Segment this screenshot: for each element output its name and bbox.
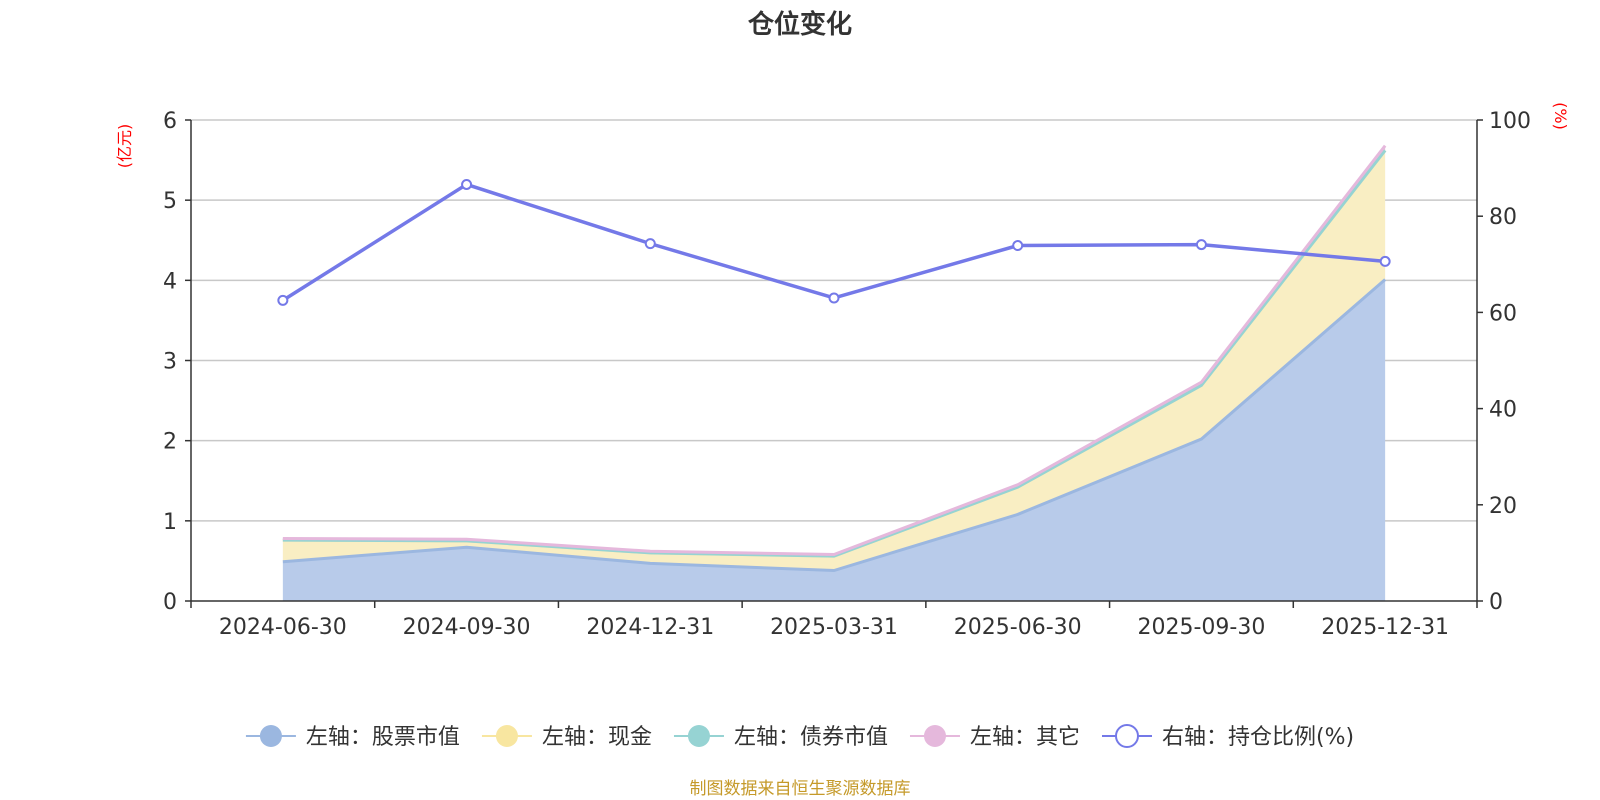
legend-marker bbox=[259, 725, 282, 747]
left-axis-tick-label: 0 bbox=[163, 590, 177, 615]
legend-item[interactable]: 左轴：其它 bbox=[909, 725, 1080, 750]
legend-marker bbox=[923, 725, 946, 747]
chart-title: 仓位变化 bbox=[747, 9, 852, 40]
right-axis-tick-label: 80 bbox=[1489, 205, 1517, 230]
x-axis-tick-label: 2025-12-31 bbox=[1321, 615, 1449, 640]
legend-marker bbox=[495, 725, 518, 747]
left-axis-unit: (亿元) bbox=[115, 124, 134, 169]
left-axis-tick-label: 6 bbox=[163, 109, 177, 134]
x-axis-tick-label: 2025-03-31 bbox=[770, 615, 898, 640]
line-series bbox=[277, 178, 1391, 306]
source-note: 制图数据来自恒生聚源数据库 bbox=[690, 779, 911, 799]
legend-item[interactable]: 左轴：股票市值 bbox=[245, 725, 460, 750]
x-axis-tick-label: 2024-09-30 bbox=[403, 615, 531, 640]
left-axis-tick-label: 3 bbox=[163, 350, 177, 375]
legend-label: 左轴：债券市值 bbox=[734, 725, 888, 750]
area-series-line-3 bbox=[282, 144, 1387, 557]
left-axis-tick-label: 1 bbox=[163, 510, 177, 535]
area-series-line-0 bbox=[282, 278, 1387, 573]
legend-label: 左轴：现金 bbox=[542, 725, 652, 750]
legend-marker bbox=[687, 725, 710, 747]
right-axis-tick-label: 0 bbox=[1489, 590, 1503, 615]
x-axis-tick-label: 2025-09-30 bbox=[1137, 615, 1265, 640]
ratio-point bbox=[644, 238, 656, 250]
series-areas bbox=[282, 144, 1387, 601]
left-axis-tick-label: 2 bbox=[163, 430, 177, 455]
x-axis-tick-label: 2025-06-30 bbox=[954, 615, 1082, 640]
legend-marker bbox=[1114, 724, 1139, 748]
x-axis-tick-label: 2024-06-30 bbox=[219, 615, 347, 640]
ratio-point bbox=[277, 294, 289, 306]
right-axis-tick-label: 60 bbox=[1489, 301, 1517, 326]
right-axis-tick-label: 100 bbox=[1489, 109, 1531, 134]
right-axis-tick-label: 20 bbox=[1489, 494, 1517, 519]
ratio-point bbox=[828, 292, 840, 304]
legend[interactable]: 左轴：股票市值 左轴：现金 左轴：债券市值 左轴：其它 右轴：持仓比例(%) bbox=[245, 724, 1354, 750]
legend-item[interactable]: 左轴：债券市值 bbox=[673, 725, 888, 750]
legend-label: 左轴：其它 bbox=[970, 725, 1080, 750]
ratio-point bbox=[461, 178, 473, 190]
ratio-line bbox=[281, 182, 1386, 302]
area-series-line-2 bbox=[282, 149, 1387, 558]
area-series-1 bbox=[282, 150, 1386, 571]
legend-label: 左轴：股票市值 bbox=[306, 725, 460, 750]
right-axis-unit: (%) bbox=[1551, 102, 1570, 130]
ratio-point bbox=[1012, 240, 1024, 252]
legend-item[interactable]: 左轴：现金 bbox=[481, 725, 652, 750]
left-axis-tick-label: 4 bbox=[163, 269, 177, 294]
ratio-point bbox=[1195, 239, 1207, 251]
area-series-0 bbox=[282, 279, 1386, 601]
left-axis-tick-label: 5 bbox=[163, 189, 177, 214]
ratio-point bbox=[1379, 255, 1391, 267]
legend-item[interactable]: 右轴：持仓比例(%) bbox=[1101, 724, 1354, 750]
right-axis-tick-label: 40 bbox=[1489, 398, 1517, 423]
legend-label: 右轴：持仓比例(%) bbox=[1162, 725, 1354, 750]
x-axis-tick-label: 2024-12-31 bbox=[586, 615, 714, 640]
